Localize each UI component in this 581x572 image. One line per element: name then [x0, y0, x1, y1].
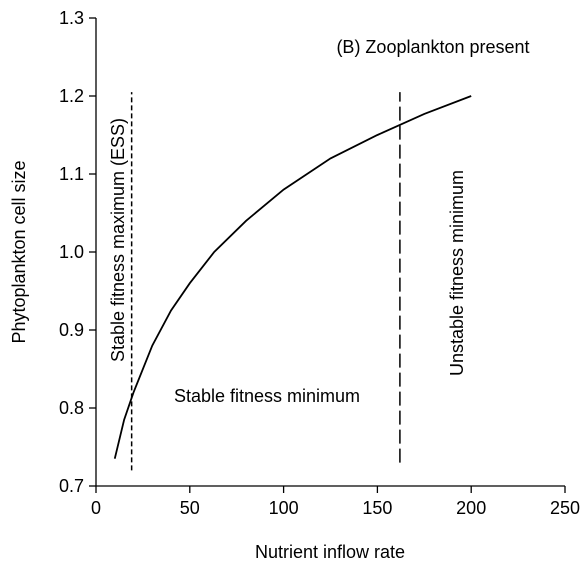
y-tick-label: 0.9 — [59, 320, 84, 340]
y-tick-label: 1.0 — [59, 242, 84, 262]
annotation: Stable fitness minimum — [174, 386, 360, 406]
y-tick-label: 1.2 — [59, 86, 84, 106]
y-tick-label: 1.3 — [59, 8, 84, 28]
x-tick-label: 100 — [269, 498, 299, 518]
x-axis-label: Nutrient inflow rate — [255, 542, 405, 562]
annotation: (B) Zooplankton present — [336, 37, 529, 57]
y-tick-label: 0.7 — [59, 476, 84, 496]
x-tick-label: 0 — [91, 498, 101, 518]
y-tick-label: 1.1 — [59, 164, 84, 184]
x-tick-label: 150 — [362, 498, 392, 518]
x-tick-label: 200 — [456, 498, 486, 518]
x-tick-label: 250 — [550, 498, 580, 518]
y-tick-label: 0.8 — [59, 398, 84, 418]
data-line — [113, 95, 472, 459]
x-tick-label: 50 — [180, 498, 200, 518]
annotation: Stable fitness maximum (ESS) — [108, 118, 128, 362]
y-axis-label: Phytoplankton cell size — [9, 160, 29, 343]
annotation: Unstable fitness minimum — [447, 170, 467, 376]
